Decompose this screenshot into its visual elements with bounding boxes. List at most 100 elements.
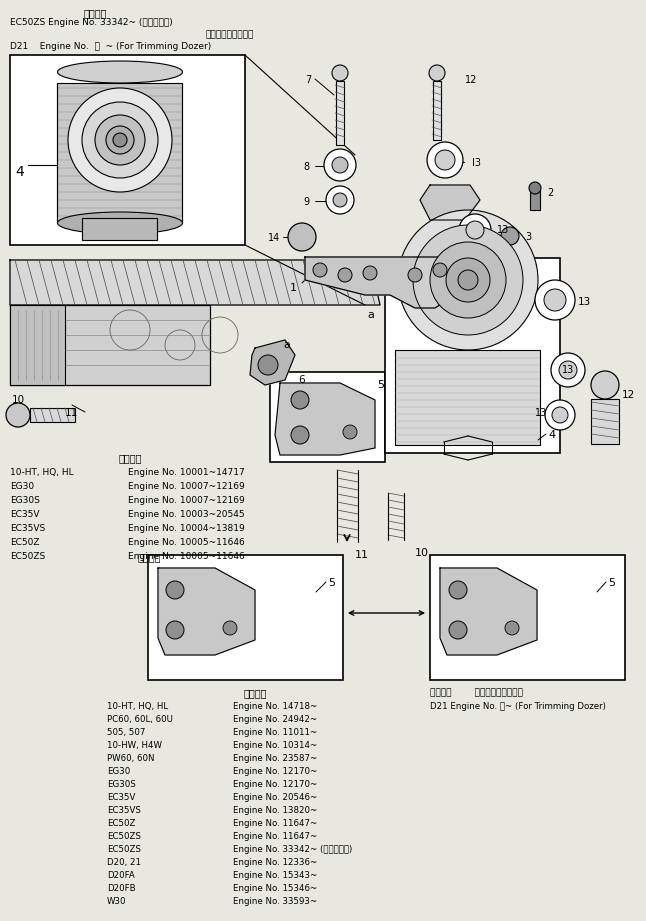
Text: Engine No. 15346~: Engine No. 15346~ <box>233 884 317 893</box>
Text: 11: 11 <box>355 550 369 560</box>
Bar <box>270 372 385 462</box>
Text: EC35VS: EC35VS <box>10 524 45 533</box>
Circle shape <box>413 225 523 335</box>
Circle shape <box>408 268 422 282</box>
Polygon shape <box>275 383 375 455</box>
Bar <box>395 350 540 445</box>
Circle shape <box>258 355 278 375</box>
Text: 5: 5 <box>608 578 615 588</box>
Circle shape <box>288 223 316 251</box>
Circle shape <box>291 426 309 444</box>
Text: Engine No. 33593~: Engine No. 33593~ <box>233 897 317 906</box>
Polygon shape <box>305 257 475 308</box>
Circle shape <box>449 581 467 599</box>
Circle shape <box>106 126 134 154</box>
Polygon shape <box>420 185 480 220</box>
Text: D20FA: D20FA <box>107 871 135 880</box>
Text: Engine No. 10005~11646: Engine No. 10005~11646 <box>128 538 245 547</box>
Circle shape <box>343 425 357 439</box>
Bar <box>530 190 540 210</box>
Text: Engine No. 10005~11646: Engine No. 10005~11646 <box>128 552 245 561</box>
Text: EC35V: EC35V <box>107 793 136 802</box>
Text: D20, 21: D20, 21 <box>107 858 141 867</box>
Text: Engine No. 24942~: Engine No. 24942~ <box>233 715 317 724</box>
Text: 8: 8 <box>303 162 309 172</box>
Text: Engine No. 10007~12169: Engine No. 10007~12169 <box>128 482 245 491</box>
Circle shape <box>68 88 172 192</box>
Text: Engine No. 12170~: Engine No. 12170~ <box>233 780 317 789</box>
Text: D20FB: D20FB <box>107 884 136 893</box>
Bar <box>10 305 210 385</box>
Circle shape <box>113 133 127 147</box>
Circle shape <box>446 258 490 302</box>
Circle shape <box>82 102 158 178</box>
Text: 備用号機: 備用号機 <box>138 552 162 562</box>
Circle shape <box>363 266 377 280</box>
Circle shape <box>166 581 184 599</box>
Circle shape <box>433 263 447 277</box>
Text: 2: 2 <box>547 188 553 198</box>
Text: Engine No. 11647~: Engine No. 11647~ <box>233 819 317 828</box>
Circle shape <box>435 150 455 170</box>
Circle shape <box>529 182 541 194</box>
Text: EC50Z: EC50Z <box>107 819 136 828</box>
Circle shape <box>551 353 585 387</box>
Text: D21    Engine No.  ・  ~ (For Trimming Dozer): D21 Engine No. ・ ~ (For Trimming Dozer) <box>10 42 211 51</box>
Text: a: a <box>283 340 290 350</box>
Ellipse shape <box>57 61 183 83</box>
Text: Engine No. 23587~: Engine No. 23587~ <box>233 754 317 763</box>
Circle shape <box>430 242 506 318</box>
Circle shape <box>552 407 568 423</box>
Text: 3: 3 <box>525 232 531 242</box>
Bar <box>336 81 344 145</box>
Text: Engine No. 10314~: Engine No. 10314~ <box>233 741 317 750</box>
Text: EG30S: EG30S <box>107 780 136 789</box>
Bar <box>430 555 625 680</box>
Circle shape <box>166 621 184 639</box>
Text: EG30: EG30 <box>10 482 34 491</box>
Text: EG30: EG30 <box>107 767 130 776</box>
Text: Engine No. 10007~12169: Engine No. 10007~12169 <box>128 496 245 505</box>
Text: 6: 6 <box>298 375 305 385</box>
Text: 12: 12 <box>622 390 635 400</box>
Circle shape <box>326 186 354 214</box>
Text: W30: W30 <box>107 897 127 906</box>
Circle shape <box>535 280 575 320</box>
Text: 備用号機: 備用号機 <box>244 688 267 698</box>
Circle shape <box>338 268 352 282</box>
Text: 備用号機: 備用号機 <box>83 8 107 18</box>
Bar <box>10 55 245 245</box>
Circle shape <box>559 361 577 379</box>
Bar <box>82 218 157 240</box>
Text: 14: 14 <box>268 233 280 243</box>
Text: 13: 13 <box>497 225 509 235</box>
Text: Engine No. 12336~: Engine No. 12336~ <box>233 858 317 867</box>
Text: 13: 13 <box>578 297 591 307</box>
Polygon shape <box>250 340 295 385</box>
Text: Engine No. 10001~14717: Engine No. 10001~14717 <box>128 468 245 477</box>
Circle shape <box>332 157 348 173</box>
Text: 505, 507: 505, 507 <box>107 728 145 737</box>
Circle shape <box>324 149 356 181</box>
Text: 1: 1 <box>290 283 297 293</box>
Text: I3: I3 <box>472 158 481 168</box>
Text: EC35V: EC35V <box>10 510 39 519</box>
Bar <box>385 258 560 453</box>
Polygon shape <box>158 568 255 655</box>
Text: 11: 11 <box>65 408 78 418</box>
Text: Engine No. 10003~20545: Engine No. 10003~20545 <box>128 510 245 519</box>
Circle shape <box>449 621 467 639</box>
Circle shape <box>458 270 478 290</box>
Text: 4: 4 <box>15 165 24 179</box>
Text: EG30S: EG30S <box>10 496 40 505</box>
Text: 10: 10 <box>12 395 25 405</box>
Bar <box>57 83 182 223</box>
Text: 10-HW, H4W: 10-HW, H4W <box>107 741 162 750</box>
Text: 10-HT, HQ, HL: 10-HT, HQ, HL <box>10 468 74 477</box>
Text: 10: 10 <box>415 548 429 558</box>
Text: 12: 12 <box>465 75 477 85</box>
Bar <box>30 408 75 422</box>
Text: 備用号機        トリミングドーザ用: 備用号機 トリミングドーザ用 <box>430 688 523 697</box>
Bar <box>433 81 441 140</box>
Circle shape <box>505 621 519 635</box>
